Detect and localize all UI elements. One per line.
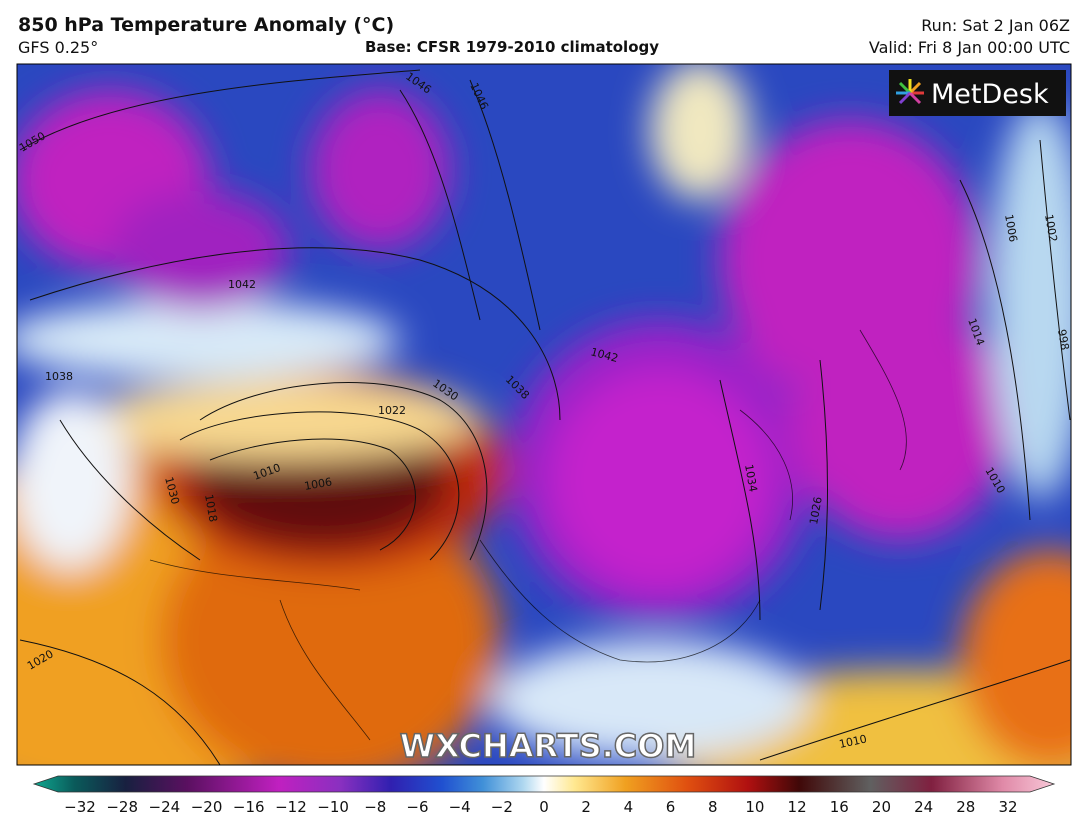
run: Run: Sat 2 Jan 06Z — [921, 16, 1070, 35]
colorbar-tick-label: 8 — [708, 798, 718, 816]
colorbar-tick-label: 28 — [956, 798, 975, 816]
colorbar-tick-label: −32 — [64, 798, 96, 816]
coastlines — [149, 329, 907, 741]
colorbar-tick-label: −8 — [364, 798, 386, 816]
isobar-label: 1026 — [807, 496, 825, 526]
colorbar-tick-label: 2 — [581, 798, 591, 816]
colorbar-tick-label: 10 — [745, 798, 764, 816]
watermark: WXCHARTS.COM — [400, 727, 697, 765]
title: 850 hPa Temperature Anomaly (°C) — [18, 14, 395, 36]
isobar-label: 1010 — [838, 732, 868, 751]
colorbar-tick-label: 16 — [830, 798, 849, 816]
colorbar-tick-label: 0 — [539, 798, 549, 816]
colorbar-ticks: −32 −28 −24 −20 −16 −12 −10 −8 −6 −4 −2 0 2 4 6 8 10 12 16… — [64, 798, 1017, 816]
isobar-label: 1006 — [303, 475, 333, 493]
colorbar-tick-label: 6 — [666, 798, 676, 816]
isobar-label: 1042 — [228, 278, 256, 291]
colorbar-tick-label: −2 — [491, 798, 513, 816]
isobar-label: 998 — [1055, 328, 1071, 351]
colorbar-tick-label: 24 — [914, 798, 933, 816]
base: Base: CFSR 1979-2010 climatology — [365, 38, 660, 56]
logo-text: MetDesk — [931, 79, 1049, 110]
colorbar-tick-label: 4 — [624, 798, 634, 816]
logo-icon — [896, 79, 924, 105]
isobar-label: 1018 — [202, 493, 220, 523]
colorbar-tick-label: 32 — [998, 798, 1017, 816]
colorbar-tick-label: −28 — [106, 798, 138, 816]
isobar-label: 1034 — [742, 463, 760, 493]
colorbar-tick-label: −16 — [233, 798, 265, 816]
isobar-label: 1002 — [1042, 213, 1060, 243]
colorbar-tick-label: −12 — [275, 798, 307, 816]
colorbar — [32, 775, 1056, 793]
colorbar-tick-label: −4 — [449, 798, 471, 816]
isobars — [19, 69, 1071, 765]
colorbar-tick-label: −24 — [149, 798, 181, 816]
valid: Valid: Fri 8 Jan 00:00 UTC — [868, 38, 1070, 57]
colorbar-tick-label: −20 — [191, 798, 223, 816]
colorbar-tick-label: −10 — [317, 798, 349, 816]
isobar-label: 1038 — [45, 370, 73, 383]
colorbar-tick-label: −6 — [406, 798, 428, 816]
temperature-field: 1046 1046 1050 1042 1038 1030 1022 1038 … — [17, 64, 1071, 765]
isobar-label: 1022 — [378, 404, 406, 417]
model: GFS 0.25° — [18, 38, 99, 57]
colorbar-tick-label: 12 — [788, 798, 807, 816]
isobar-label: 1006 — [1002, 213, 1020, 243]
colorbar-tick-label: 20 — [872, 798, 891, 816]
map-frame — [16, 63, 1072, 766]
